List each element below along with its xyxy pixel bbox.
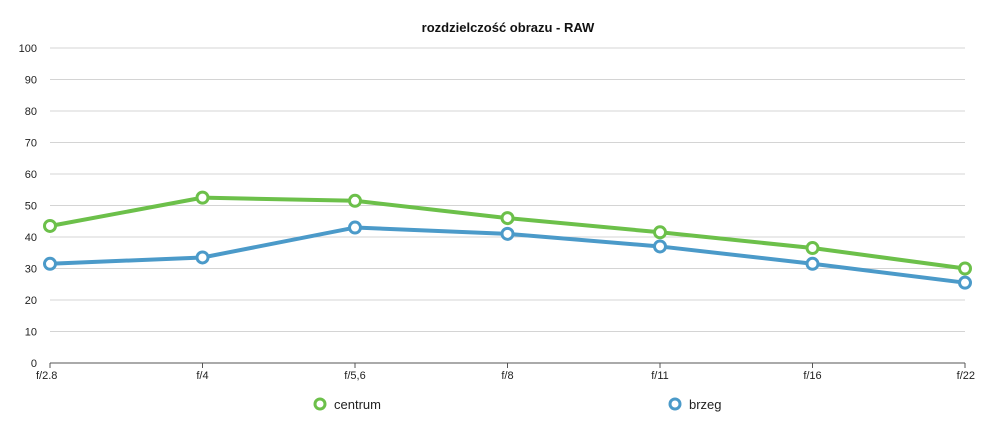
y-tick-label: 80: [25, 106, 37, 118]
data-point-brzeg: [43, 256, 57, 271]
y-tick-label: 60: [25, 169, 37, 181]
data-point-centrum: [500, 211, 515, 226]
data-point-brzeg: [653, 239, 667, 254]
x-tick-label: f/2.8: [36, 370, 57, 382]
x-tick-label: f/5,6: [344, 370, 365, 382]
grid-lines: [50, 47, 965, 332]
x-tick-label: f/16: [803, 370, 821, 382]
data-point-brzeg: [805, 256, 820, 271]
y-tick-label: 50: [25, 201, 37, 213]
y-tick-label: 90: [25, 75, 37, 87]
y-tick-label: 20: [25, 295, 37, 307]
legend-label-brzeg: brzeg: [689, 397, 722, 412]
legend-marker-brzeg: [668, 397, 682, 411]
y-tick-label: 70: [25, 138, 37, 150]
data-point-brzeg: [958, 275, 972, 290]
x-tick-label: f/11: [651, 370, 669, 382]
legend-label-centrum: centrum: [334, 397, 381, 412]
data-point-centrum: [805, 241, 820, 256]
legend: centrum brzeg: [313, 397, 722, 412]
data-point-brzeg: [195, 250, 210, 265]
data-point-centrum: [195, 190, 210, 205]
data-point-centrum: [653, 225, 667, 240]
x-tick-label: f/8: [501, 370, 513, 382]
y-tick-label: 40: [25, 232, 37, 244]
data-point-centrum: [348, 193, 362, 208]
axis: 0 10 20 30 40 50 60 70 80 90 100 f/2.8 f/4 f/5,6 f/8 f/…: [19, 43, 975, 382]
data-point-brzeg: [500, 226, 515, 241]
legend-marker-centrum: [313, 397, 327, 411]
y-tick-label: 30: [25, 264, 37, 276]
data-point-centrum: [43, 218, 57, 233]
data-point-centrum: [958, 261, 972, 276]
y-tick-label: 10: [25, 327, 37, 339]
y-tick-label: 0: [31, 358, 37, 370]
x-tick-label: f/22: [957, 370, 975, 382]
series-lines: [43, 190, 972, 290]
data-point-brzeg: [348, 220, 362, 235]
chart-title: rozdzielczość obrazu - RAW: [422, 20, 595, 35]
x-tick-label: f/4: [196, 370, 208, 382]
y-tick-label: 100: [19, 43, 37, 55]
